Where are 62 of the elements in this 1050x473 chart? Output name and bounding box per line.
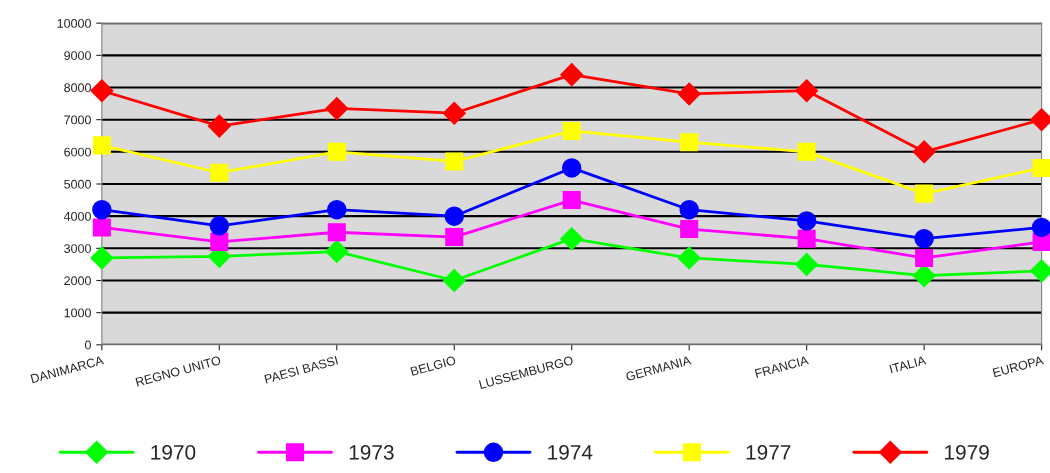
y-tick-label: 1000 — [64, 308, 91, 318]
y-tick-label: 5000 — [64, 179, 91, 189]
point — [915, 184, 934, 203]
legend-label: 1974 — [548, 445, 593, 460]
point — [912, 264, 936, 288]
point — [325, 240, 349, 264]
y-tick-label: 7000 — [64, 115, 91, 125]
point — [207, 114, 231, 138]
point — [797, 142, 816, 161]
point — [795, 79, 819, 103]
legend-label: 1979 — [945, 445, 989, 460]
point — [210, 163, 229, 182]
legend-label: 1977 — [746, 445, 791, 460]
x-tick-label: REGNO UNITO — [135, 355, 222, 387]
point — [209, 216, 230, 236]
y-tick-label: 2000 — [64, 276, 91, 286]
point — [327, 223, 346, 242]
point — [92, 218, 111, 237]
point — [90, 246, 114, 270]
point — [677, 246, 701, 270]
point — [680, 133, 699, 152]
point — [325, 96, 349, 120]
y-tick-label: 3000 — [64, 244, 91, 253]
point — [560, 227, 584, 251]
point — [914, 228, 934, 249]
point — [92, 200, 112, 220]
y-tick-label: 8000 — [64, 83, 91, 93]
y-tick-label: 4000 — [63, 211, 91, 221]
point — [1032, 158, 1050, 177]
point — [444, 206, 464, 226]
point — [90, 79, 114, 103]
x-tick-label: EUROPA — [992, 355, 1044, 378]
x-tick-label: ITALIA — [889, 355, 927, 374]
x-tick-label: BELGIO — [410, 355, 457, 376]
point — [677, 82, 701, 106]
x-tick-label: PAESI BASSI — [264, 355, 339, 384]
y-tick-label: 9000 — [64, 51, 91, 60]
point — [445, 152, 464, 171]
point — [795, 252, 819, 276]
point — [912, 140, 936, 164]
point — [915, 248, 934, 268]
point — [562, 121, 581, 140]
point — [327, 142, 346, 161]
point — [562, 158, 582, 178]
point — [442, 268, 466, 292]
point — [797, 229, 816, 248]
point — [92, 136, 111, 155]
point — [560, 63, 584, 87]
point — [679, 200, 699, 220]
point — [562, 191, 581, 210]
legend-label: 1973 — [349, 445, 394, 460]
point — [680, 219, 699, 239]
y-tick-label: 0 — [84, 340, 91, 350]
point — [442, 101, 466, 125]
point — [796, 211, 817, 231]
point — [445, 228, 464, 247]
point — [1031, 217, 1050, 238]
legend-label: 1970 — [151, 445, 196, 460]
y-tick-label: 6000 — [64, 147, 91, 157]
point — [210, 232, 229, 251]
point — [327, 200, 347, 220]
y-tick-label: 10000 — [57, 18, 91, 28]
